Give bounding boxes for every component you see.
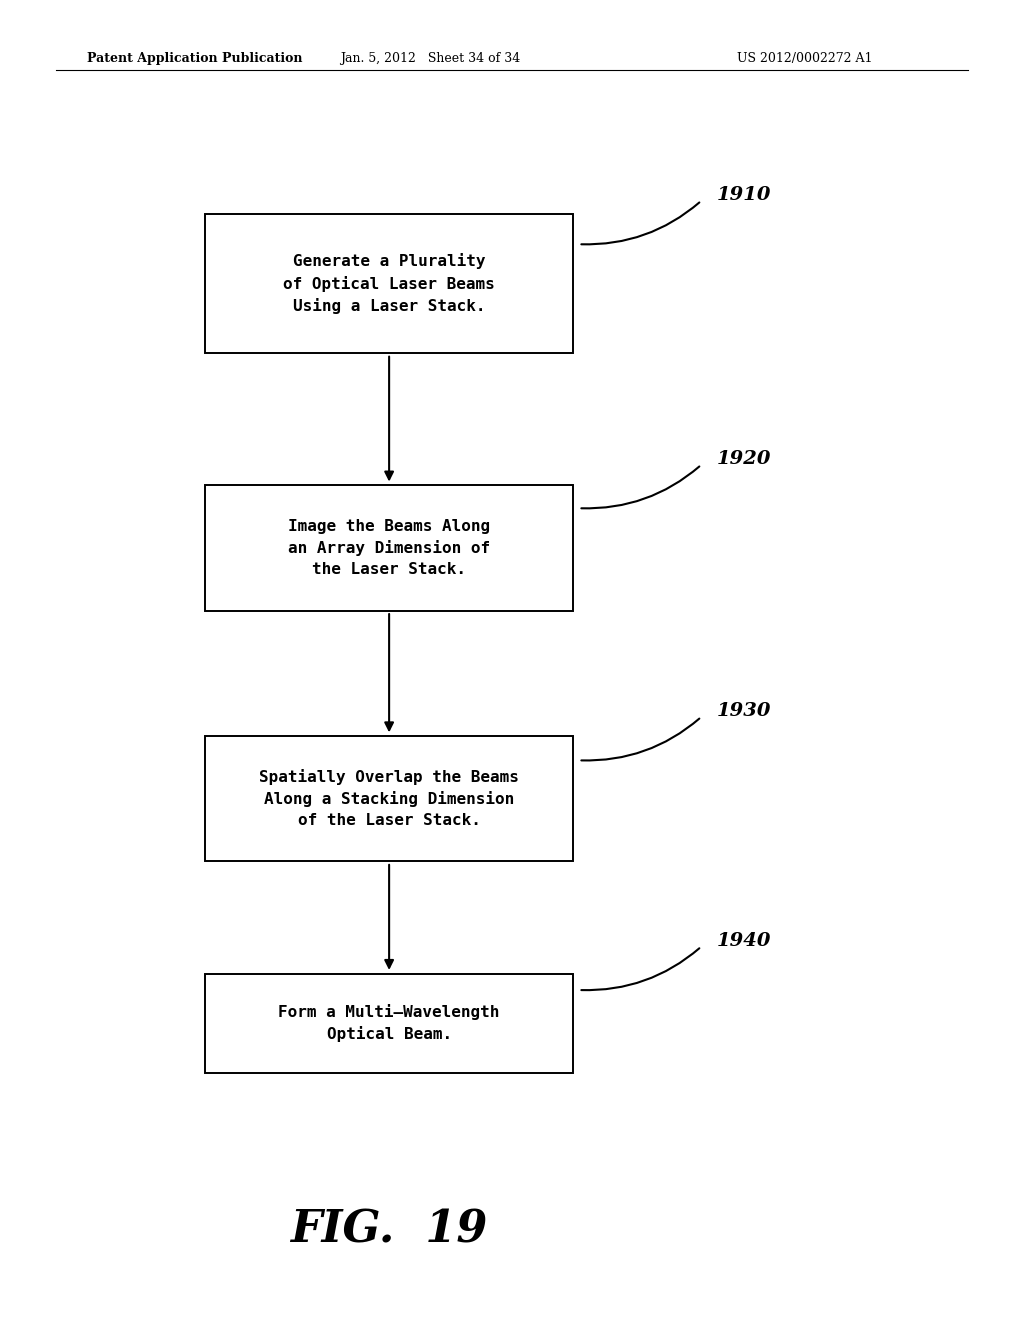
Text: 1920: 1920 — [717, 450, 771, 469]
Text: 1930: 1930 — [717, 702, 771, 721]
Text: 1910: 1910 — [717, 186, 771, 205]
Text: FIG.  19: FIG. 19 — [291, 1209, 487, 1251]
Text: Jan. 5, 2012   Sheet 34 of 34: Jan. 5, 2012 Sheet 34 of 34 — [340, 51, 520, 65]
Text: Generate a Plurality
of Optical Laser Beams
Using a Laser Stack.: Generate a Plurality of Optical Laser Be… — [284, 253, 495, 314]
Text: Form a Multi–Wavelength
Optical Beam.: Form a Multi–Wavelength Optical Beam. — [279, 1003, 500, 1043]
Text: Image the Beams Along
an Array Dimension of
the Laser Stack.: Image the Beams Along an Array Dimension… — [288, 519, 490, 577]
Bar — [205, 974, 573, 1072]
Text: US 2012/0002272 A1: US 2012/0002272 A1 — [737, 51, 872, 65]
Text: 1940: 1940 — [717, 932, 771, 950]
Text: Patent Application Publication: Patent Application Publication — [87, 51, 302, 65]
Bar — [205, 737, 573, 861]
Text: Spatially Overlap the Beams
Along a Stacking Dimension
of the Laser Stack.: Spatially Overlap the Beams Along a Stac… — [259, 768, 519, 829]
Bar — [205, 214, 573, 352]
Bar — [205, 486, 573, 610]
